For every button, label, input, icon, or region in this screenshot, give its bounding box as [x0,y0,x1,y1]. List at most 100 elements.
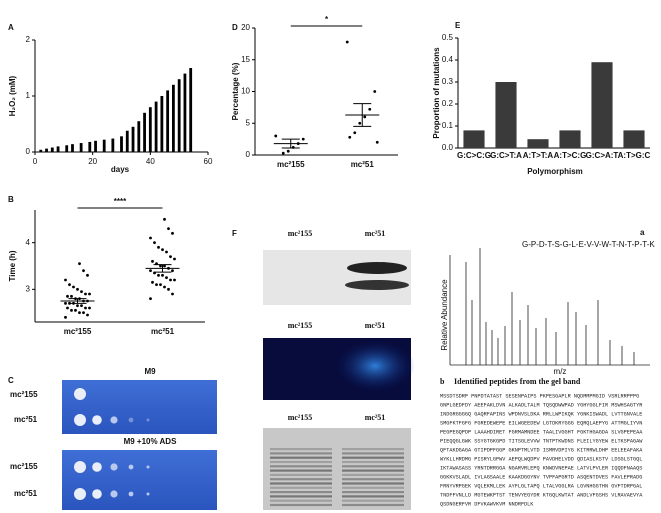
bar [125,130,129,152]
peptide-lines: MSSDTSDRP PNPDTATAST SESENPAIPS PKPESGAP… [440,393,643,507]
data-point [171,231,174,235]
gel-band [342,469,404,472]
y-tick-label: 20 [241,23,250,32]
colony [74,461,86,473]
colony [74,488,86,500]
data-point [358,121,362,125]
data-point [159,283,162,287]
colony [128,491,134,497]
plate-title: M9 [144,367,156,376]
data-point [82,269,85,273]
bar [559,130,581,148]
data-point [66,294,69,298]
x-tick-label: A:T>C:G [554,151,587,160]
data-point [165,276,168,280]
bar [177,79,181,152]
colony [110,463,118,471]
data-point [301,137,305,141]
data-point [161,273,164,277]
peptide-line: INDGRGGGGQ GAQRFAPINS WPDNVSLDKA RRLLWPI… [440,411,642,417]
peptide-title: Identified peptides from the gel band [454,377,581,386]
data-point [84,292,87,296]
data-point [80,304,83,308]
data-point [84,306,87,310]
colony [110,416,118,424]
bar [160,96,164,152]
panel-label: b [440,377,445,386]
gel-band [270,456,332,459]
bar [71,144,74,152]
gel-band [270,460,332,464]
lane-label: mc²51 [365,229,386,238]
colony [146,492,150,496]
x-tick-label: mc²155 [277,160,305,169]
y-tick-label: 0 [246,150,251,159]
data-point [167,287,170,291]
y-tick-label: 1 [26,91,31,100]
bar [120,136,123,152]
y-axis-title: Proportion of mutations [432,47,441,139]
y-axis-title: Percentage (%) [231,62,240,120]
gel-band [270,495,332,498]
y-tick-label: 0.1 [442,121,454,130]
bar [166,90,170,152]
panel-label: a [640,228,645,237]
data-point [64,301,67,305]
data-point [363,115,367,119]
data-point [375,140,379,144]
data-point [86,313,89,317]
data-point [149,297,152,301]
data-point [149,269,152,273]
gel-band [270,499,332,502]
data-point [173,278,176,282]
x-tick-label: 20 [88,157,97,166]
bar [79,143,83,152]
strain-label: mc²51 [14,415,38,424]
y-axis-title: Time (h) [8,250,17,281]
y-axis-title: H₂O₂ (mM) [8,75,17,116]
x-tick-label: A:T>T:A [523,151,554,160]
gel-band [270,503,332,507]
data-point [157,245,160,249]
x-axis-title: days [111,165,130,174]
y-tick-label: 0.2 [442,99,454,108]
data-point [163,264,166,268]
bar [102,139,106,152]
colony [92,462,102,472]
bar [88,141,92,152]
data-point [167,227,170,231]
bar [111,138,115,152]
fluorescent-band [335,340,415,392]
colonies [74,388,150,500]
data-point [76,287,79,291]
bar [591,62,613,149]
bar [131,126,135,152]
data-point [159,264,162,268]
gel-band [342,503,404,507]
panel-label: C [8,376,14,385]
gel-band [342,473,404,476]
significance-label: **** [114,197,127,206]
colony [74,414,86,426]
x-tick-label: G:C>A:T [586,151,619,160]
bar [39,149,43,152]
data-point [151,280,154,284]
stained-gel [263,428,411,510]
peptide-line: WYKLLHRDMG PISRYLGPWV AEPQLWQDPV PAVDHEL… [440,456,642,462]
data-point [281,151,285,155]
lane-label: mc²155 [288,229,313,238]
data-point [70,308,73,312]
colony [146,465,150,469]
x-tick-label: 60 [204,157,213,166]
y-tick-label: 0.4 [442,55,454,64]
x-axis-title: Polymorphism [527,167,583,176]
axis-title: Relative Abundance [440,279,449,351]
bar [527,139,549,148]
peptide-line: GNPLGEDFDY AEEFAKLDVN ALKADLTALM TQSQDWW… [440,402,642,408]
gel-band [342,491,404,494]
peptide-line: MSSDTSDRP PNPDTATAST SESENPAIPS PKPESGAP… [440,393,639,399]
x-tick-label: mc²51 [151,327,175,336]
gel-band [270,448,332,451]
gel-band [342,452,404,455]
strain-label: mc²155 [10,462,38,471]
